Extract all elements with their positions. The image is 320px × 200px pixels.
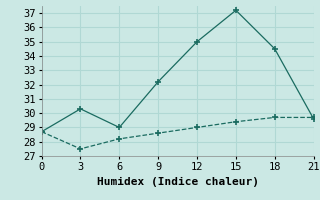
X-axis label: Humidex (Indice chaleur): Humidex (Indice chaleur): [97, 177, 259, 187]
